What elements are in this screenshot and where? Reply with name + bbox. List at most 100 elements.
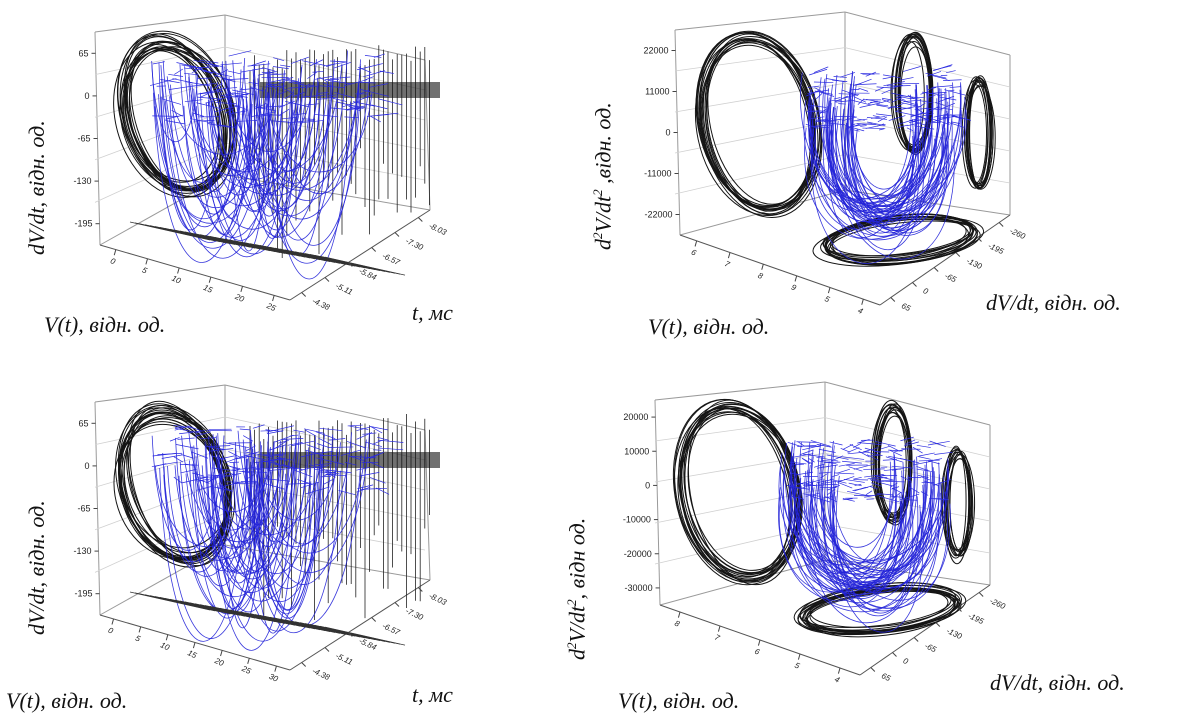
series-blue-noise	[850, 88, 860, 91]
series-blue-noise	[819, 484, 838, 486]
series-blue-curve	[243, 446, 310, 543]
series-blue-noise	[176, 62, 196, 68]
z-tick-label: -30000	[625, 583, 653, 593]
z-tick-label: -65	[77, 504, 90, 514]
series-blue-noise	[900, 102, 921, 108]
y-tick-label: -65	[923, 641, 938, 654]
series-blue-noise	[866, 454, 879, 461]
series-blue-noise	[322, 478, 335, 485]
series-blue-curve	[221, 458, 264, 629]
series-blue-noise	[881, 99, 890, 103]
series-blue-noise	[269, 444, 286, 451]
series-blue-curve	[843, 88, 947, 196]
series-blue-noise	[307, 84, 319, 88]
series-blue-noise	[281, 438, 304, 440]
series-blue-noise	[323, 61, 348, 67]
series-blue-noise	[814, 119, 830, 123]
series-blue-noise	[816, 479, 832, 484]
series-blue-noise	[870, 486, 879, 490]
series-blue-noise	[802, 444, 824, 451]
series-blue-noise	[208, 448, 234, 452]
x-tick-label: 5	[823, 294, 831, 304]
series-blue-noise	[921, 476, 930, 481]
series-blue-noise	[807, 89, 830, 94]
z-tick-label: 65	[78, 418, 88, 428]
series-blue-noise	[227, 110, 248, 115]
axis-line	[879, 214, 1011, 306]
series-blue-noise	[873, 479, 893, 482]
tick-mark	[935, 622, 941, 627]
series-blue-noise	[223, 442, 249, 449]
z-axis-label: d2V/dt2, відн од.	[564, 517, 590, 660]
series-blue-noise	[860, 125, 867, 127]
tick-mark	[978, 592, 984, 597]
series-black-loop	[812, 218, 978, 267]
series-blue-noise	[900, 436, 914, 442]
series-blue-noise	[876, 104, 891, 108]
tick-mark	[761, 264, 764, 270]
series-blue-noise	[285, 78, 298, 82]
series-blue-noise	[364, 76, 374, 81]
series-blue-noise	[232, 89, 254, 95]
z-tick-label: -65	[77, 134, 90, 144]
series-blue-noise	[951, 115, 963, 120]
tick-mark	[192, 642, 196, 649]
series-blue-noise	[891, 465, 914, 469]
series-blue-noise	[914, 108, 928, 110]
y-tick-label: -5.11	[334, 651, 354, 667]
z-tick-label: 22000	[643, 46, 668, 56]
series-blue-noise	[211, 467, 237, 472]
series-blue-curve	[810, 128, 921, 264]
series-blue-curve	[210, 443, 284, 530]
axis-line	[844, 11, 1011, 56]
series-blue-noise	[187, 425, 203, 432]
series-blue-noise	[356, 63, 383, 71]
series-blue-noise	[882, 74, 901, 79]
chart-panel-3: 65 0 -65 -130 -195 0 5 10 15 20 25 30 -4.38 -5.11 -5.8…	[0, 370, 560, 726]
tick-mark	[113, 249, 117, 256]
tick-mark	[837, 667, 841, 674]
series-black-loop	[965, 77, 994, 189]
series-blue-noise	[829, 441, 843, 446]
series-blue-noise	[853, 443, 861, 449]
series-blue-noise	[300, 452, 319, 458]
series-blue-noise	[820, 473, 828, 479]
series-blue-noise	[876, 481, 893, 487]
series-blue-noise	[911, 111, 932, 117]
series-blue-noise	[938, 96, 957, 101]
series-blue-noise	[279, 100, 296, 108]
y-tick-label: -260	[988, 596, 1007, 611]
y-tick-label: -5.11	[334, 281, 354, 297]
series-blue-noise	[870, 480, 885, 483]
series-blue-noise	[797, 441, 806, 447]
x-tick-label: 15	[186, 648, 198, 660]
series-blue-noise	[309, 59, 324, 67]
y-tick-label: 65	[900, 301, 912, 313]
z-tick-label: -130	[73, 176, 91, 186]
series-blue-curve	[235, 470, 325, 602]
series-blue-noise	[171, 109, 183, 117]
chart-panel-4: 20000 10000 0 -10000 -20000 -30000 8 7 6 5 4 65 0 -65…	[560, 370, 1179, 726]
series-blue-noise	[912, 461, 932, 466]
series-blue-noise	[174, 426, 186, 431]
tick-mark	[417, 587, 423, 592]
series-blue-noise	[251, 111, 277, 117]
series-blue-noise	[265, 429, 283, 432]
series-blue-noise	[224, 457, 239, 464]
series-blue-curve	[835, 82, 954, 210]
tick-mark	[247, 658, 250, 664]
series-blue-curve	[212, 471, 312, 642]
series-blue-noise	[280, 64, 291, 68]
z-tick-label: -130	[73, 546, 91, 556]
series-blue-noise	[329, 438, 346, 441]
series-blue-noise	[876, 86, 891, 89]
series-blue-noise	[181, 454, 194, 459]
axis-line	[844, 189, 1011, 216]
series-blue-curve	[841, 96, 966, 213]
series-blue-noise	[327, 94, 337, 97]
series-blue-curve	[788, 488, 933, 613]
tick-mark	[912, 282, 917, 287]
series-blue-noise	[369, 426, 388, 431]
series-blue-noise	[316, 96, 337, 101]
series-blue-noise	[274, 434, 294, 443]
